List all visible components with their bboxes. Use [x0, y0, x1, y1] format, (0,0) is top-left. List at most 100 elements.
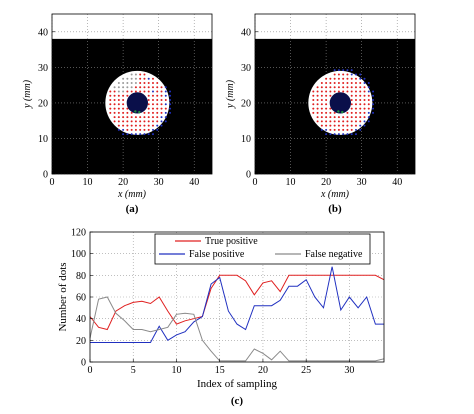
map-dot	[325, 77, 328, 80]
map-dot	[164, 94, 167, 97]
map-dot	[139, 116, 142, 119]
map-dot	[363, 94, 366, 97]
map-dot	[325, 99, 328, 102]
map-dot	[147, 99, 150, 102]
map-dot	[354, 107, 357, 110]
y-tick-label: 120	[71, 228, 86, 239]
map-dot	[359, 111, 362, 114]
map-dot	[160, 116, 163, 119]
map-dot	[117, 90, 120, 93]
map-dot	[367, 116, 370, 119]
map-dot	[325, 133, 328, 136]
map-dot	[143, 124, 146, 127]
map-dot	[151, 124, 154, 127]
map-dot	[147, 77, 150, 80]
map-dot	[160, 107, 163, 110]
map-dot	[363, 99, 366, 102]
map-dot	[329, 120, 332, 123]
map-dot	[156, 81, 159, 84]
map-dot	[130, 81, 133, 84]
map-dot	[350, 128, 353, 131]
map-dot	[359, 107, 362, 110]
map-dot	[143, 133, 146, 136]
map-dot	[130, 128, 133, 131]
map-dot	[164, 86, 167, 89]
map-dot	[151, 103, 154, 106]
map-dot	[350, 69, 353, 72]
map-dot	[350, 124, 353, 127]
panel-a: 0 10 20 30 40 0 10 20 30 40 x (mm) y (mm) (a)	[22, 13, 213, 215]
map-dot	[346, 69, 349, 72]
map-dot	[164, 103, 167, 106]
map-dot	[134, 81, 137, 84]
map-dot	[126, 111, 129, 114]
map-dot	[342, 90, 345, 93]
map-dot	[139, 128, 142, 131]
map-dot	[333, 77, 336, 80]
map-dot	[130, 86, 133, 89]
map-dot	[134, 77, 137, 80]
map-dot	[113, 103, 116, 106]
map-dot	[139, 124, 142, 127]
plot-frame	[254, 13, 416, 175]
map-dot	[130, 133, 133, 136]
map-dot	[350, 73, 353, 76]
series-line-false-positive	[90, 266, 384, 343]
map-dot	[337, 120, 340, 123]
map-dot	[363, 81, 366, 84]
x-tick-label: 10	[171, 365, 181, 376]
map-dot	[143, 120, 146, 123]
map-dot	[350, 99, 353, 102]
map-dot	[143, 77, 146, 80]
map-dot	[164, 111, 167, 114]
y-tick-label: 0	[43, 170, 48, 181]
y-tick-label: 20	[76, 336, 86, 347]
map-dot	[151, 128, 154, 131]
map-dot	[316, 111, 319, 114]
map-dot	[320, 128, 323, 131]
map-dot	[350, 107, 353, 110]
map-dot	[113, 107, 116, 110]
map-dot	[342, 77, 345, 80]
map-dot	[363, 111, 366, 114]
map-dot	[325, 116, 328, 119]
map-dot	[350, 116, 353, 119]
map-dot	[359, 77, 362, 80]
map-dot	[372, 99, 375, 102]
map-dot	[363, 90, 366, 93]
x-tick-label: 5	[131, 365, 136, 376]
map-dot	[109, 111, 112, 114]
map-dot	[169, 99, 172, 102]
map-dot	[109, 94, 112, 97]
map-dot	[333, 73, 336, 76]
map-dot	[117, 86, 120, 89]
map-dot	[151, 99, 154, 102]
map-dot	[126, 86, 129, 89]
panel-c: 0 5 10 15 20 25 30 0 20 40 60 80 100 120 Index of samp…	[57, 228, 385, 407]
x-tick-label: 0	[50, 177, 55, 188]
map-dot	[325, 120, 328, 123]
x-axis-label: x (mm)	[117, 189, 147, 200]
map-dot	[151, 81, 154, 84]
map-dot	[139, 81, 142, 84]
panel-label: (c)	[231, 395, 244, 407]
map-dot	[329, 86, 332, 89]
map-dot	[329, 111, 332, 114]
map-dot	[126, 120, 129, 123]
map-dot	[143, 90, 146, 93]
map-dot	[147, 128, 150, 131]
map-dot	[354, 94, 357, 97]
map-dot	[147, 111, 150, 114]
map-dot	[329, 116, 332, 119]
map-dot	[156, 124, 159, 127]
plot-frame	[51, 13, 213, 175]
map-dot	[113, 86, 116, 89]
map-dot	[113, 90, 116, 93]
map-dot	[359, 81, 362, 84]
map-dot	[320, 116, 323, 119]
map-dot	[130, 116, 133, 119]
map-dot	[350, 90, 353, 93]
map-dot	[316, 107, 319, 110]
map-dot	[122, 133, 125, 136]
